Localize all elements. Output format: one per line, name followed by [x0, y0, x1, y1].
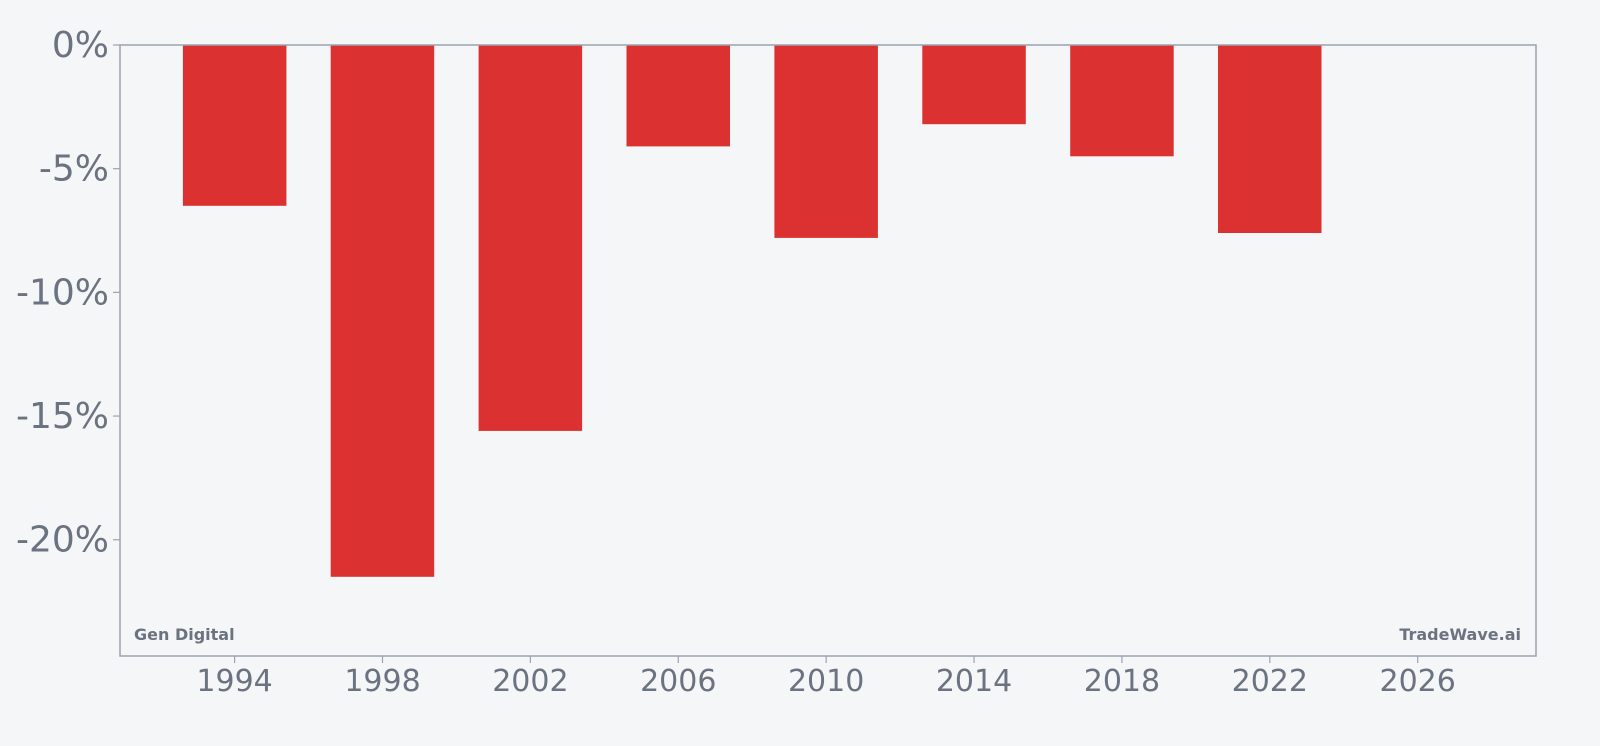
- y-tick-label: -5%: [39, 149, 109, 190]
- x-tick-label: 2002: [492, 664, 568, 699]
- y-axis: 0% -5% -10% -15% -20%: [16, 25, 120, 561]
- bar-2006: [626, 45, 730, 147]
- bar-2014: [922, 45, 1026, 125]
- y-tick-label: -20%: [16, 520, 109, 561]
- x-tick-label: 1994: [196, 664, 272, 699]
- bar-2022: [1218, 45, 1322, 233]
- y-tick-label: -15%: [16, 396, 109, 437]
- x-axis: 1994 1998 2002 2006 2010 2014 2018 2022 2026: [196, 656, 1456, 699]
- watermark-left: Gen Digital: [134, 625, 235, 644]
- x-tick-label: 2010: [788, 664, 864, 699]
- x-tick-label: 1998: [344, 664, 420, 699]
- x-tick-label: 2014: [936, 664, 1012, 699]
- bar-2002: [478, 45, 583, 431]
- x-tick-label: 2006: [640, 664, 716, 699]
- plot-frame: [119, 44, 1537, 657]
- y-tick-label: 0%: [52, 25, 109, 66]
- x-tick-label: 2026: [1380, 664, 1456, 699]
- x-tick-label: 2018: [1084, 664, 1160, 699]
- x-tick-label: 2022: [1232, 664, 1308, 699]
- bars: [182, 45, 1322, 577]
- bar-2010: [774, 45, 878, 238]
- y-tick-label: -10%: [16, 272, 109, 313]
- bar-2018: [1070, 45, 1174, 157]
- watermark-right: TradeWave.ai: [1399, 625, 1521, 644]
- bar-1998: [330, 45, 435, 577]
- bar-1994: [182, 45, 287, 206]
